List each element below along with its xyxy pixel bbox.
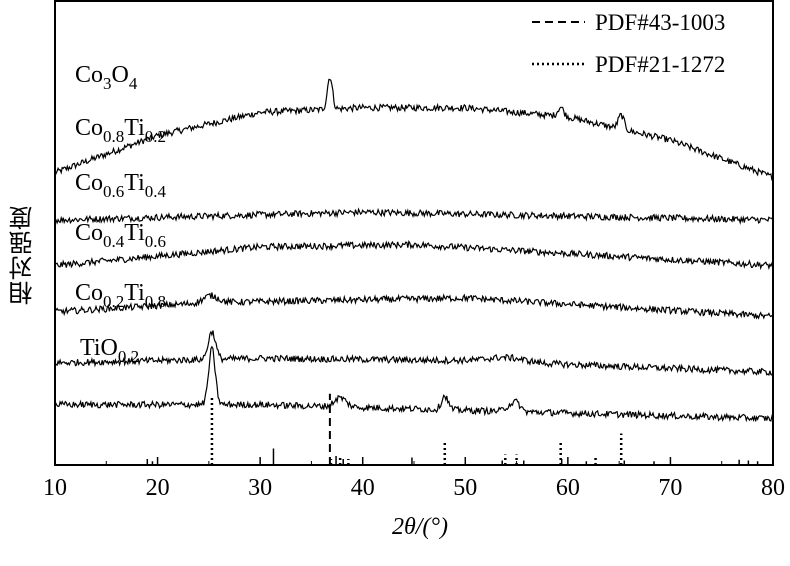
series-curve-0 <box>54 78 774 182</box>
series-label-4: Co0.2Ti0.8 <box>75 280 166 311</box>
series-curve-5 <box>54 345 774 423</box>
series-label-0: Co3O4 <box>75 62 138 93</box>
x-tick-label-70: 70 <box>658 475 682 501</box>
x-tick-label-10: 10 <box>43 475 67 501</box>
legend: PDF#43-1003 PDF#21-1272 <box>532 10 725 77</box>
x-tick-label-20: 20 <box>146 475 170 501</box>
series-curve-1 <box>54 207 774 225</box>
reference-sticks <box>146 393 759 465</box>
x-tick-label-50: 50 <box>453 475 477 501</box>
series-curve-2 <box>54 239 774 271</box>
series-label-5: TiO0.2 <box>80 335 139 366</box>
x-tick-label-80: 80 <box>761 475 785 501</box>
x-tick-label-40: 40 <box>351 475 375 501</box>
x-tick-label-60: 60 <box>556 475 580 501</box>
series-label-2: Co0.6Ti0.4 <box>75 170 167 201</box>
x-axis-ticks: 10 20 30 40 50 60 70 80 <box>43 457 785 501</box>
series-labels: Co3O4 Co0.8Ti0.2 Co0.6Ti0.4 Co0.4Ti0.6 Co0.2… <box>75 62 167 366</box>
x-axis-label: 2θ/(°) <box>392 514 448 540</box>
series-curve-3 <box>54 292 774 320</box>
legend-label-2: PDF#21-1272 <box>595 52 725 77</box>
y-axis-label: 相对强度 <box>8 205 37 305</box>
x-tick-label-30: 30 <box>248 475 272 501</box>
series-curve-4 <box>54 330 774 376</box>
legend-label-1: PDF#43-1003 <box>595 10 725 35</box>
series-label-1: Co0.8Ti0.2 <box>75 115 166 146</box>
xrd-curves <box>54 78 774 423</box>
series-label-3: Co0.4Ti0.6 <box>75 220 166 251</box>
y-axis-label-box: 相对强度 <box>2 185 42 325</box>
